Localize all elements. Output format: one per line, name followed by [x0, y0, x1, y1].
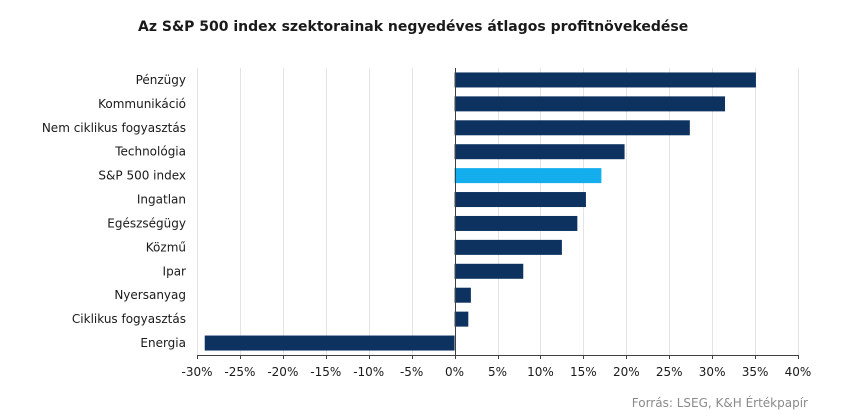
bar	[454, 215, 578, 231]
x-tick-label: 10%	[527, 365, 554, 379]
bar	[454, 96, 726, 112]
x-tick-label: 20%	[613, 365, 640, 379]
x-tick-label: 0%	[445, 365, 464, 379]
category-label: Ingatlan	[137, 193, 186, 207]
bar	[454, 311, 469, 327]
x-tick-label: 30%	[699, 365, 726, 379]
x-tick-label: 40%	[785, 365, 812, 379]
category-label: Ipar	[163, 264, 187, 278]
category-label: Ciklikus fogyasztás	[72, 312, 186, 326]
category-label: Technológia	[114, 145, 186, 159]
bar	[454, 263, 524, 279]
x-tick-label: -20%	[267, 365, 298, 379]
bar	[454, 192, 586, 208]
x-tick-label: -5%	[400, 365, 423, 379]
x-tick-label: -25%	[224, 365, 255, 379]
x-tick-label: -15%	[310, 365, 341, 379]
x-tick-label: 5%	[488, 365, 507, 379]
x-tick-label: -30%	[181, 365, 212, 379]
x-tick-label: -10%	[353, 365, 384, 379]
bar	[454, 239, 562, 255]
x-tick-label: 35%	[742, 365, 769, 379]
bar	[454, 72, 756, 88]
bar	[454, 144, 625, 160]
bar	[454, 168, 602, 184]
category-label: Nem ciklikus fogyasztás	[42, 121, 186, 135]
category-label: Egészségügy	[107, 216, 186, 230]
category-label: Kommunikáció	[98, 97, 186, 111]
x-tick-label: 15%	[570, 365, 597, 379]
category-label: Közmű	[146, 240, 186, 254]
source-note: Forrás: LSEG, K&H Értékpapír	[631, 396, 808, 410]
chart-title: Az S&P 500 index szektorainak negyedéves…	[138, 19, 689, 35]
x-tick-label: 25%	[656, 365, 683, 379]
bar	[204, 335, 455, 351]
bar	[454, 120, 690, 136]
category-label: Nyersanyag	[114, 288, 186, 302]
bar	[454, 287, 471, 303]
category-label: S&P 500 index	[98, 169, 186, 183]
category-label: Pénzügy	[136, 73, 186, 87]
category-label: Energia	[140, 336, 186, 350]
